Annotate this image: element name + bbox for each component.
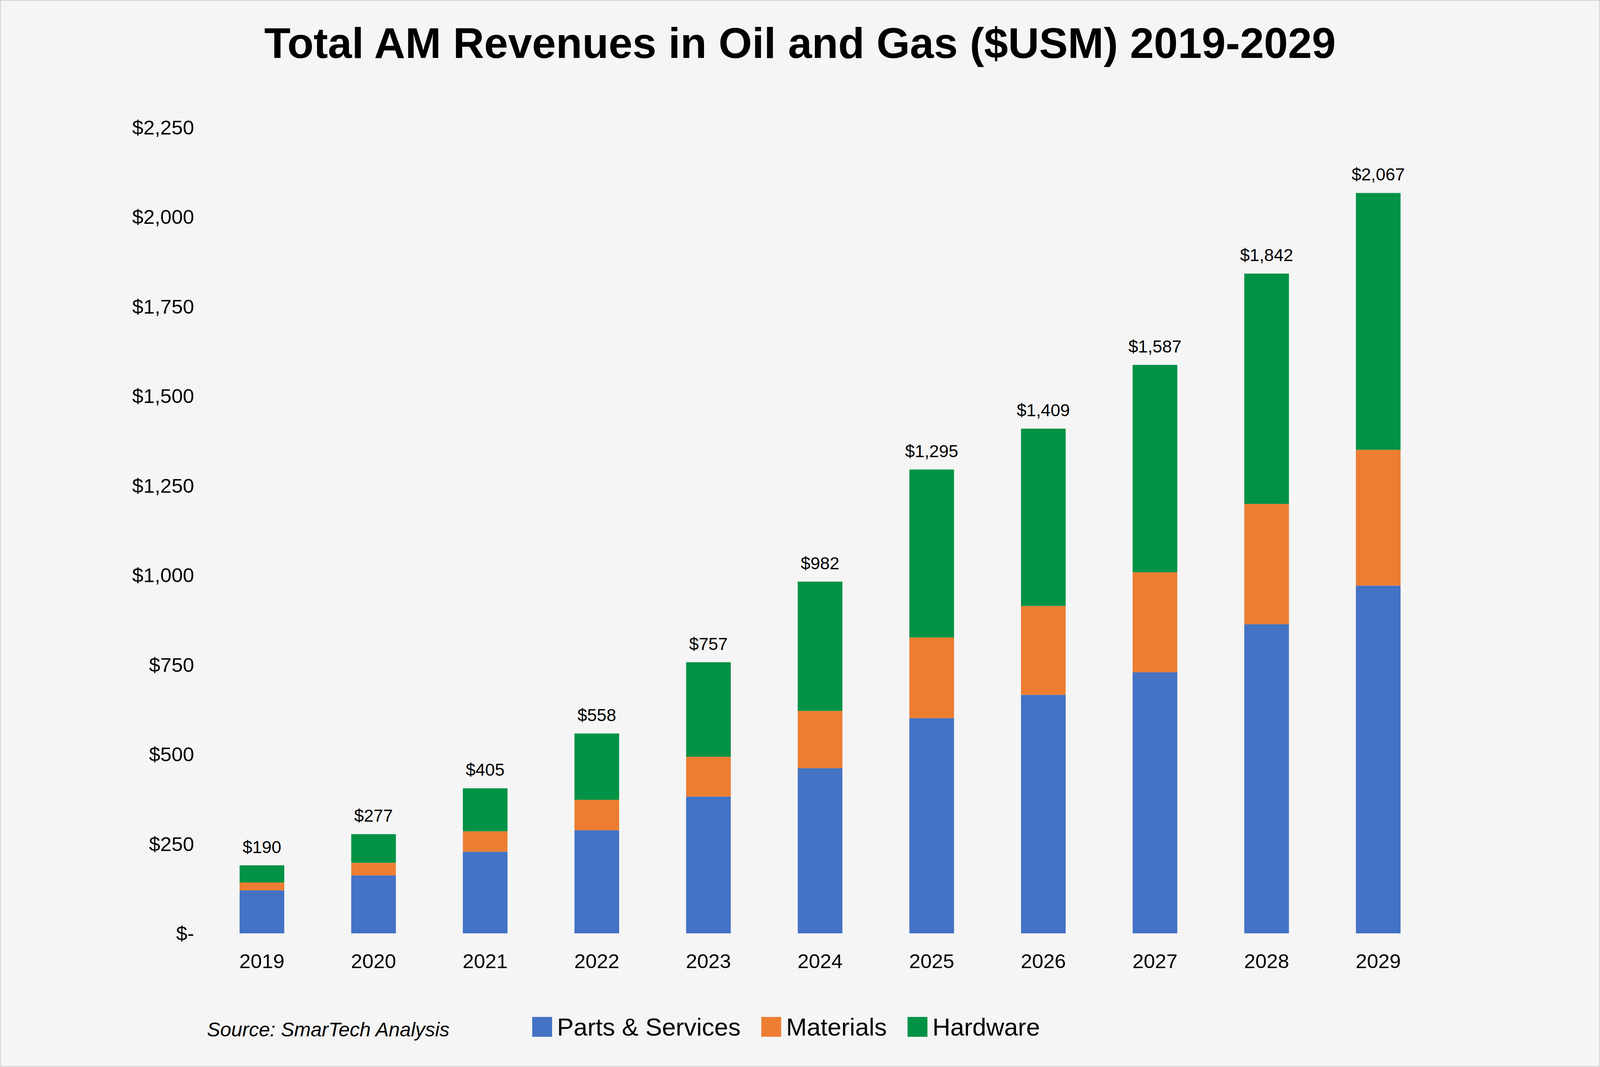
total-label: $190 <box>242 837 282 858</box>
bar-segment <box>1355 585 1401 934</box>
y-tick <box>203 843 207 845</box>
bar-segment <box>797 768 843 934</box>
x-tick-label: 2025 <box>909 950 955 973</box>
total-label: $2,067 <box>1351 164 1405 185</box>
x-tick-label: 2028 <box>1244 950 1290 973</box>
x-tick-label: 2021 <box>462 950 508 973</box>
y-tick <box>203 306 207 307</box>
bar-segment <box>574 830 620 934</box>
bar-segment <box>797 711 843 769</box>
bar-segment <box>686 796 731 934</box>
legend-label: Materials <box>785 1013 887 1042</box>
bar-segment <box>909 637 954 719</box>
y-tick-label: $1,750 <box>132 295 195 318</box>
y-tick-label: $2,000 <box>132 205 195 229</box>
x-tick-label: 2022 <box>574 950 620 973</box>
y-tick-label: $1,000 <box>132 564 195 587</box>
total-label: $757 <box>689 634 728 654</box>
bar-segment <box>909 718 954 934</box>
background <box>0 0 1600 1067</box>
x-tick-label: 2019 <box>239 950 285 973</box>
bars <box>239 192 1401 934</box>
x-tick-label: 2024 <box>797 950 843 973</box>
total-label: $558 <box>577 705 616 726</box>
total-label: $982 <box>800 553 840 574</box>
bar-segment <box>797 581 843 712</box>
y-tick-label: $750 <box>148 653 195 677</box>
legend-swatch <box>532 1017 553 1038</box>
y-tick <box>203 485 207 486</box>
bar-segment <box>351 834 397 863</box>
bar-segment <box>239 865 285 884</box>
bar-segment <box>462 831 508 852</box>
bar-segment <box>686 756 731 797</box>
bar-segment <box>574 800 620 831</box>
y-tick-label: $1,250 <box>132 474 195 498</box>
y-tick-label: $500 <box>148 743 195 766</box>
legend-swatch <box>761 1017 781 1038</box>
bar-segment <box>351 875 397 934</box>
x-tick-label: 2023 <box>685 950 731 973</box>
title: Total AM Revenues in Oil and Gas ($USM) … <box>264 19 1336 68</box>
bar-segment <box>1132 672 1178 934</box>
chart: Total AM Revenues in Oil and Gas ($USM) … <box>0 0 1600 1067</box>
legend-label: Hardware <box>932 1013 1041 1042</box>
y-tick <box>203 127 207 128</box>
total-label: $1,842 <box>1239 245 1293 265</box>
total-label: $405 <box>466 760 505 780</box>
y-tick-label: $250 <box>148 833 195 856</box>
bar-segment <box>1244 273 1289 505</box>
y-tick <box>203 754 207 755</box>
bar-segment <box>1355 449 1401 586</box>
bar-segment <box>1021 606 1066 696</box>
bar-segment <box>239 882 285 891</box>
bar-segment <box>574 733 620 800</box>
y-tick <box>203 396 207 397</box>
bar-segment <box>909 469 954 638</box>
bar-segment <box>239 890 285 934</box>
bar-segment <box>686 662 731 758</box>
legend: Parts & Services Materials Hardware <box>532 1013 1041 1042</box>
legend-label: Parts & Services <box>557 1013 741 1042</box>
total-label: $1,409 <box>1016 400 1070 421</box>
bar-segment <box>1132 365 1178 573</box>
y-tick <box>203 664 207 666</box>
bar-segment <box>1244 504 1289 625</box>
bar-segment <box>1021 428 1066 607</box>
x-tick-label: 2020 <box>350 950 397 973</box>
x-tick-label: 2029 <box>1355 950 1401 973</box>
x-tick-label: 2026 <box>1020 950 1066 973</box>
bar-segment <box>351 862 397 876</box>
bar-segment <box>1355 192 1401 450</box>
y-tick <box>203 216 207 218</box>
bar-segment <box>1244 624 1289 934</box>
y-tick <box>203 933 207 935</box>
bar-segment <box>462 788 508 832</box>
total-label: $1,295 <box>905 441 959 462</box>
total-label: $1,587 <box>1128 336 1182 357</box>
legend-swatch <box>907 1017 928 1038</box>
x-tick-label: 2027 <box>1132 950 1178 973</box>
bar-segment <box>1021 694 1066 934</box>
y-tick-label: $1,500 <box>132 384 195 408</box>
bar-segment <box>462 852 508 934</box>
y-tick <box>203 575 207 576</box>
bar-segment <box>1132 572 1178 673</box>
y-tick-label: $- <box>175 922 195 945</box>
total-label: $277 <box>354 806 393 826</box>
y-tick-label: $2,250 <box>132 116 195 139</box>
source: Source: SmarTech Analysis <box>206 1018 450 1041</box>
